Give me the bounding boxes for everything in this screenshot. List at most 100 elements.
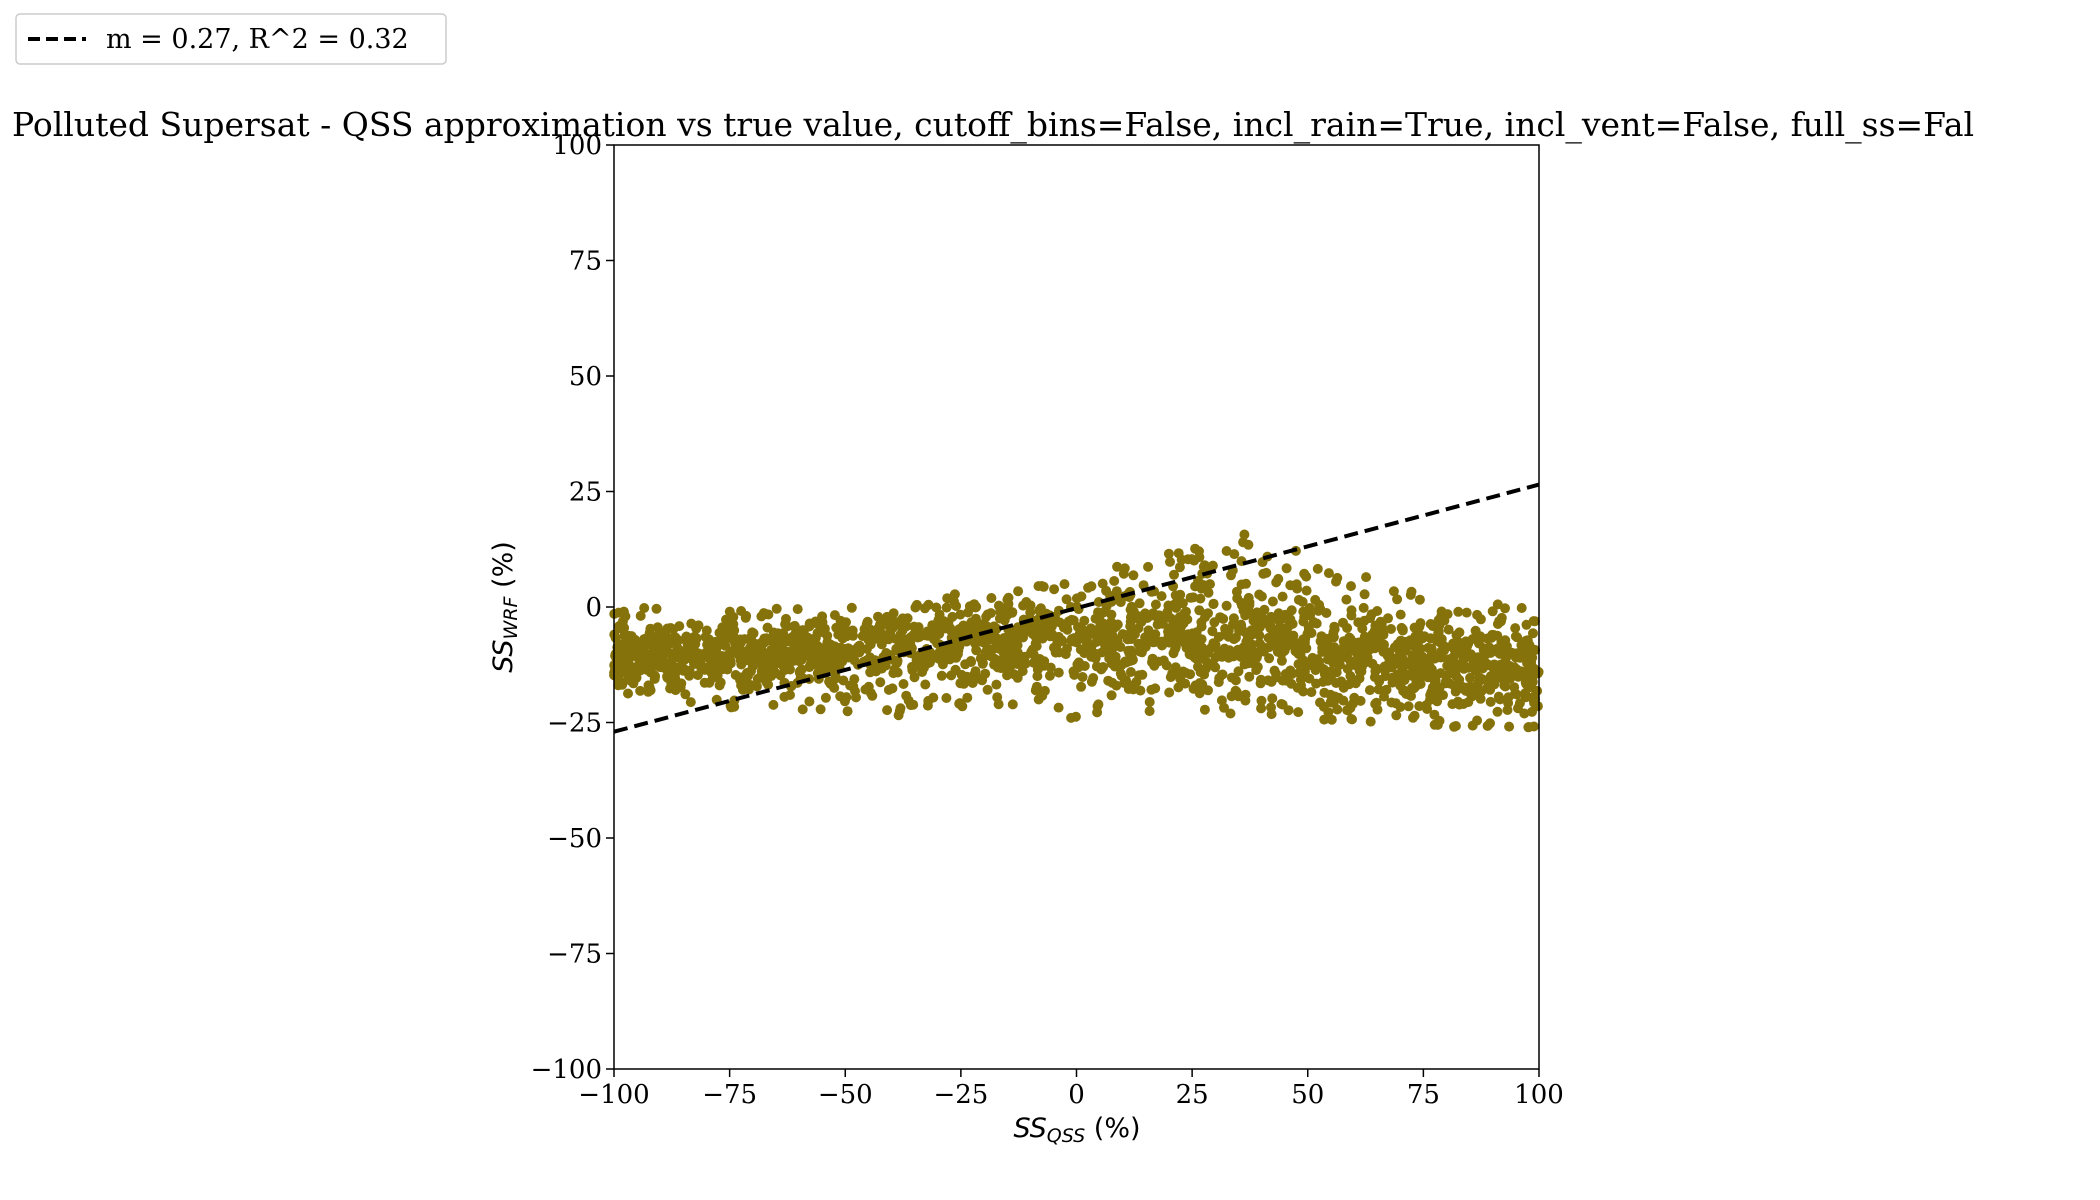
scatter-point xyxy=(1443,624,1454,635)
scatter-point xyxy=(740,612,751,623)
scatter-point xyxy=(768,699,779,710)
scatter-point xyxy=(1454,627,1465,638)
scatter-point xyxy=(767,653,778,664)
scatter-point xyxy=(685,636,696,647)
scatter-point xyxy=(1434,682,1445,693)
scatter-point xyxy=(637,664,648,674)
scatter-point xyxy=(1028,649,1039,660)
scatter-point xyxy=(1252,625,1263,636)
scatter-point xyxy=(756,637,767,648)
scatter-point xyxy=(1391,710,1402,721)
scatter-point xyxy=(775,650,785,661)
scatter-point xyxy=(1301,585,1312,596)
scatter-point xyxy=(1112,619,1123,630)
scatter-point xyxy=(1238,605,1249,616)
scatter-point xyxy=(781,656,792,667)
scatter-point xyxy=(815,704,826,715)
scatter-point xyxy=(1350,678,1361,689)
scatter-point xyxy=(1208,638,1219,649)
scatter-point xyxy=(1277,591,1288,602)
scatter-point xyxy=(1030,638,1041,649)
scatter-point xyxy=(686,618,697,629)
scatter-point xyxy=(1312,563,1323,574)
scatter-point xyxy=(1066,636,1077,647)
scatter-point xyxy=(1243,592,1254,603)
scatter-point xyxy=(1238,537,1249,548)
scatter-point xyxy=(1032,671,1043,682)
scatter-point xyxy=(1526,668,1537,678)
scatter-point xyxy=(1193,650,1204,661)
scatter-point xyxy=(720,640,731,651)
scatter-point xyxy=(1077,672,1088,682)
scatter-point xyxy=(1095,609,1106,620)
scatter-point xyxy=(673,652,684,663)
scatter-point xyxy=(1272,624,1283,635)
scatter-point xyxy=(1282,622,1293,633)
scatter-point xyxy=(1062,624,1073,635)
scatter-point xyxy=(1144,706,1155,717)
scatter-point xyxy=(1365,613,1376,624)
scatter-point xyxy=(982,684,993,695)
scatter-point xyxy=(1165,556,1175,567)
scatter-point xyxy=(1318,664,1329,675)
legend-box xyxy=(15,13,447,65)
y-tick-label: −75 xyxy=(547,940,602,970)
scatter-point xyxy=(1207,626,1218,637)
scatter-point xyxy=(891,643,902,654)
scatter-point xyxy=(1304,626,1315,637)
y-tick-label: 25 xyxy=(569,478,602,508)
scatter-point xyxy=(1221,600,1232,611)
scatter-point xyxy=(797,625,808,636)
scatter-point xyxy=(1467,634,1478,644)
scatter-point xyxy=(991,679,1002,690)
scatter-point xyxy=(1157,640,1167,651)
scatter-point xyxy=(928,653,938,664)
scatter-point xyxy=(1087,650,1098,661)
scatter-point xyxy=(1436,646,1446,657)
scatter-point xyxy=(923,695,934,706)
scatter-point xyxy=(1177,598,1188,609)
scatter-point xyxy=(1009,669,1019,680)
scatter-point xyxy=(954,698,965,709)
scatter-point xyxy=(1083,582,1094,593)
scatter-point xyxy=(1310,594,1321,605)
scatter-point xyxy=(1470,625,1481,636)
scatter-point xyxy=(1127,654,1138,665)
scatter-point xyxy=(865,652,875,663)
scatter-point xyxy=(1495,694,1506,705)
scatter-point xyxy=(1256,674,1266,685)
scatter-point xyxy=(1317,676,1328,687)
scatter-point xyxy=(796,654,807,665)
scatter-point xyxy=(1403,701,1414,712)
scatter-point xyxy=(747,661,758,672)
scatter-point xyxy=(1417,651,1428,662)
scatter-point xyxy=(1089,627,1100,638)
scatter-point xyxy=(1323,707,1334,718)
scatter-point xyxy=(1369,672,1380,683)
y-tick-label: −25 xyxy=(547,709,602,739)
scatter-point xyxy=(1390,698,1401,709)
scatter-point xyxy=(1170,644,1181,654)
scatter-point xyxy=(1025,607,1036,618)
scatter-point xyxy=(1459,648,1470,659)
scatter-point xyxy=(1228,613,1239,624)
scatter-point xyxy=(1510,631,1521,642)
scatter-point xyxy=(1021,597,1032,607)
scatter-point xyxy=(1308,617,1319,627)
scatter-point xyxy=(1355,695,1366,706)
scatter-point xyxy=(1073,622,1083,632)
scatter-point xyxy=(1397,625,1408,636)
scatter-point xyxy=(630,645,640,656)
scatter-point xyxy=(1338,617,1348,628)
scatter-point xyxy=(1283,633,1294,643)
scatter-point xyxy=(1233,666,1244,677)
scatter-point xyxy=(1012,659,1023,669)
scatter-point xyxy=(1510,623,1521,634)
scatter-point xyxy=(1263,675,1274,686)
scatter-point xyxy=(830,653,841,664)
scatter-point xyxy=(980,647,991,658)
scatter-point xyxy=(685,697,696,708)
scatter-point xyxy=(1307,660,1318,670)
scatter-point xyxy=(1383,613,1393,624)
